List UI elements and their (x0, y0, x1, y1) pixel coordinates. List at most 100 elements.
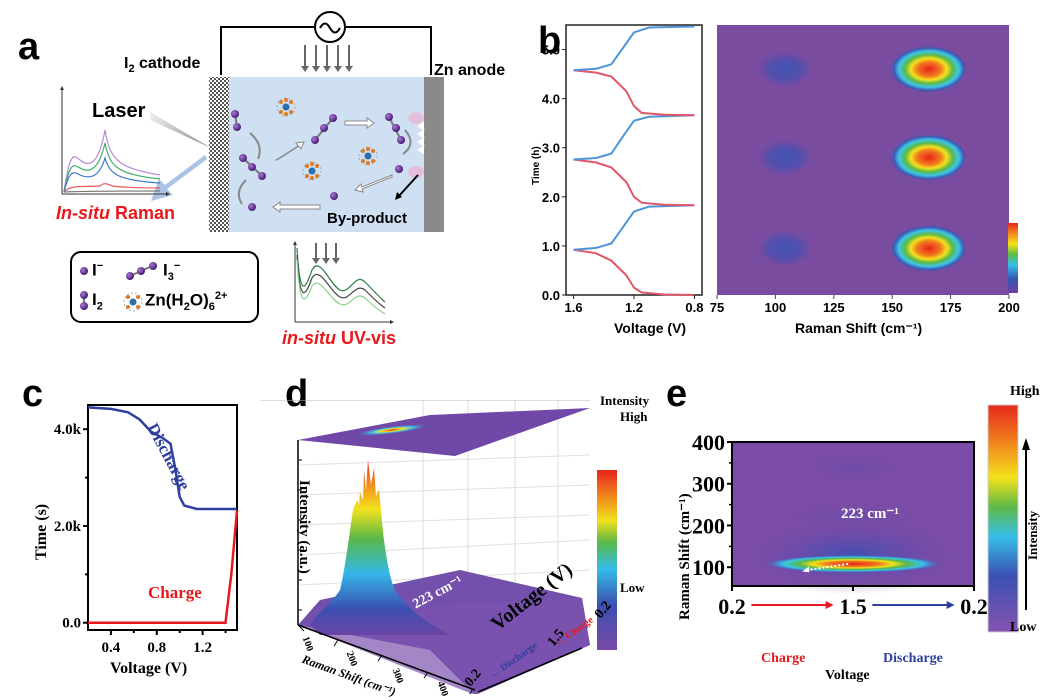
c-xlabel: Voltage (V) (110, 660, 188, 677)
panel-label-b: b (538, 20, 562, 62)
panel-label-e: e (666, 373, 688, 415)
c-xtick-label: 1.2 (193, 640, 212, 656)
e-ytick-label: 400 (692, 430, 725, 455)
c-ylabel: Time (s) (33, 503, 50, 560)
panel-label-d: d (285, 373, 309, 415)
e-ytick-label: 100 (692, 555, 725, 580)
b-right-xlabel: Raman Shift (cm⁻¹) (795, 320, 923, 336)
b-ytick-label: 1.0 (542, 239, 560, 254)
b-heatmap-peak (884, 45, 965, 94)
panel-label-c: c (22, 373, 44, 415)
e-annotation-108: 108 cm⁻¹ (759, 619, 817, 635)
b-heatmap-peak (754, 49, 815, 90)
c-xtick-label: 0.4 (102, 640, 121, 656)
e-xtick-label: 1.5 (839, 594, 867, 619)
cathode-label: I2 cathode (124, 55, 201, 76)
reaction-arrows-icon (237, 117, 412, 213)
b-ytick-label: 0.0 (542, 288, 560, 303)
c-ytick-label: 0.0 (62, 616, 81, 632)
intensity-up-arrow-icon (1022, 438, 1030, 450)
insitu-uvvis-label: in-situ UV-vis (282, 328, 397, 348)
b-right-xtick-label: 175 (940, 300, 962, 315)
schematic-panel-a (60, 11, 444, 324)
b-xtick-label: 0.8 (685, 300, 703, 315)
e-colorbar-high: High (1010, 384, 1040, 399)
b-curve-discharge-4 (573, 69, 695, 117)
e-glow (733, 514, 973, 595)
species-legend (70, 251, 259, 323)
e-xtick-label: 0.2 (718, 594, 746, 619)
b-left-xlabel: Voltage (V) (614, 320, 687, 336)
byproduct-arrow (397, 174, 419, 198)
e-discharge-arrowhead (946, 601, 955, 609)
b-heatmap-peak (884, 133, 965, 182)
panel-d-chart (260, 400, 617, 694)
colorbar-d (597, 470, 617, 650)
b-right-xtick-label: 150 (881, 300, 903, 315)
laser-beam-icon (150, 112, 211, 148)
b-ytick-label: 5.0 (542, 43, 560, 58)
b-left-frame (565, 24, 703, 296)
b-curve-charge-5 (573, 25, 695, 72)
c-ytick-label: 2.0k (54, 519, 82, 535)
uvvis-inset-plot (293, 241, 394, 324)
legend-zinc-hydrate: Zn(H2O)62+ (145, 290, 228, 314)
byproduct-label: By-product (327, 210, 407, 227)
b-heatmap-peak (754, 228, 815, 269)
colorbar-e (987, 404, 1019, 633)
b-curve-discharge-0 (573, 248, 695, 296)
incident-arrows-icon (304, 45, 350, 68)
e-ylabel: Raman Shift (cm⁻¹) (677, 493, 693, 620)
insitu-raman-label: In-situ Raman (56, 203, 176, 223)
e-peak-340 (793, 449, 913, 486)
iodine-molecules (231, 110, 405, 211)
charge-label: Charge (148, 583, 202, 602)
zn-anode (424, 77, 444, 232)
e-xtick-label: 0.2 (960, 594, 988, 619)
b-curve-discharge-2 (573, 158, 695, 207)
scatter-arrow-icon (151, 155, 207, 201)
e-ytick-label: 200 (692, 513, 725, 538)
b-heatmap-peak (754, 137, 815, 178)
i2-cathode (209, 77, 229, 232)
c-xtick-label: 0.8 (147, 640, 166, 656)
c-curve-charge (88, 510, 239, 624)
b-curve-charge-3 (573, 114, 695, 161)
d-colorbar-title: Intensity (600, 393, 650, 408)
e-colorbar-low: Low (1010, 620, 1037, 635)
laser-label: Laser (92, 100, 146, 122)
panel-label-a: a (18, 26, 40, 68)
d-colorbar-low: Low (620, 580, 645, 595)
e-ytick-label: 300 (692, 472, 725, 497)
legend-iodine: I2 (92, 290, 103, 313)
d-colorbar-high: High (620, 409, 648, 424)
b-ytick-label: 4.0 (542, 92, 560, 107)
b-right-xtick-label: 125 (823, 300, 845, 315)
c-frame (87, 404, 238, 631)
d-zlabel: Intensity (a.u.) (296, 480, 312, 574)
e-xlabel: Voltage (825, 668, 870, 683)
b-ylabel: Time (h) (531, 146, 542, 185)
e-colorbar-title: Intensity (1025, 510, 1040, 560)
panel-c-chart: 0.0 2.0k 4.0k 0.4 0.8 1.2 (54, 404, 239, 656)
b-right-xtick-label: 200 (998, 300, 1020, 315)
anode-label: Zn anode (434, 62, 506, 79)
e-annotation-arrowhead (802, 566, 810, 573)
e-charge-label: Charge (761, 651, 806, 666)
e-peak-223 (763, 501, 943, 530)
colorbar-b (1008, 223, 1018, 293)
circuit-wire (220, 26, 432, 75)
legend-iodide: I− (92, 260, 104, 280)
panel-e-chart: 100 200 300 400 0.2 1.5 0.2 (692, 404, 1030, 633)
raman-peak-surface (310, 460, 450, 635)
panel-b-chart: 0.0 1.0 2.0 3.0 4.0 5.0 1.6 1.2 0.8 75 100 125 150 1… (542, 24, 1020, 315)
b-ytick-label: 2.0 (542, 190, 560, 205)
b-ytick-label: 3.0 (542, 141, 560, 156)
b-curve-charge-1 (573, 204, 695, 251)
legend-triiodide: I3− (163, 260, 181, 284)
zn-hydrate-icons (276, 97, 378, 181)
e-discharge-label: Discharge (883, 651, 943, 666)
b-xtick-label: 1.2 (625, 300, 643, 315)
top-projection-plane (298, 408, 590, 456)
c-ytick-label: 4.0k (54, 422, 82, 438)
